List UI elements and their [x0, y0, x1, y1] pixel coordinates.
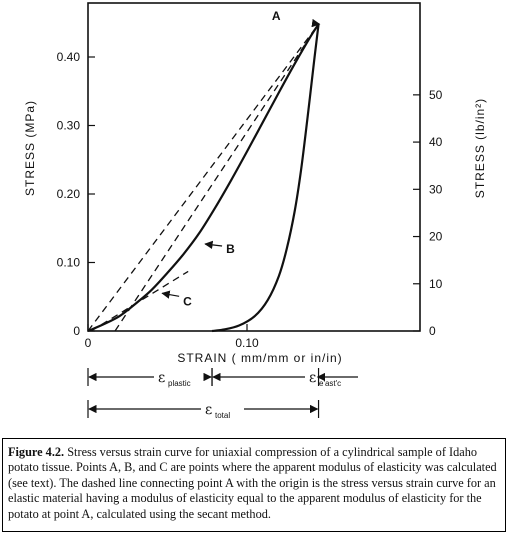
eps-symbol-plastic: ε — [158, 370, 165, 386]
axis-ticks — [87, 56, 420, 332]
y-tick-label-right: 50 — [429, 88, 443, 102]
series-tangent-C — [90, 270, 189, 332]
series-loading — [87, 23, 320, 333]
x-axis-title: STRAIN ( mm/mm or in/in) — [177, 351, 342, 365]
y-tick-label-right: 20 — [429, 230, 443, 244]
y-tick-label-right: 10 — [429, 277, 443, 291]
x-tick-label: 0 — [85, 336, 92, 350]
series-tangent-B — [114, 23, 320, 332]
plot-frame — [87, 2, 421, 332]
point-arrow-B — [204, 240, 223, 250]
series-unloading — [211, 23, 320, 333]
y-tick-label-right: 40 — [429, 135, 443, 149]
eps-symbol-total: ε — [205, 402, 212, 418]
strain-annotations: ε plastic ε e'ast'cε total — [87, 368, 358, 420]
x-tick-label: 0.10 — [235, 336, 259, 350]
y-axis-title-right: STRESS (lb/in²) — [473, 98, 487, 198]
eps-sub-plastic: plastic — [168, 379, 191, 388]
figure-caption: Figure 4.2. Stress versus strain curve f… — [2, 438, 506, 532]
point-labels: A B C — [161, 9, 321, 308]
stress-strain-figure: 0 0.10 0.20 0.30 0.40 0 10 20 30 40 50 0 0.10 STRESS… — [23, 2, 487, 420]
y-axis-title-left: STRESS (MPa) — [23, 100, 37, 196]
y-tick-label-left: 0.20 — [57, 187, 81, 201]
y-tick-label-left: 0.40 — [57, 50, 81, 64]
point-arrow-C — [161, 290, 180, 299]
tick-labels: 0 0.10 0.20 0.30 0.40 0 10 20 30 40 50 0 0.10 — [57, 50, 443, 350]
point-label-A: A — [272, 9, 281, 23]
y-tick-label-left: 0.10 — [57, 256, 81, 270]
series-layer — [87, 23, 320, 333]
series-secant-A — [87, 23, 320, 332]
y-tick-label-right: 0 — [429, 324, 436, 338]
eps-sub-elastic: e'ast'c — [319, 379, 341, 388]
caption-label: Figure 4.2. — [8, 445, 65, 459]
point-label-B: B — [226, 242, 235, 256]
point-arrow-A — [311, 18, 321, 28]
caption-text: Stress versus strain curve for uniaxial … — [8, 445, 497, 521]
point-label-C: C — [183, 294, 192, 308]
eps-symbol-elastic: ε — [309, 370, 316, 386]
y-tick-label-left: 0.30 — [57, 119, 81, 133]
y-tick-label-left: 0 — [73, 324, 80, 338]
eps-sub-total: total — [215, 411, 230, 420]
y-tick-label-right: 30 — [429, 182, 443, 196]
